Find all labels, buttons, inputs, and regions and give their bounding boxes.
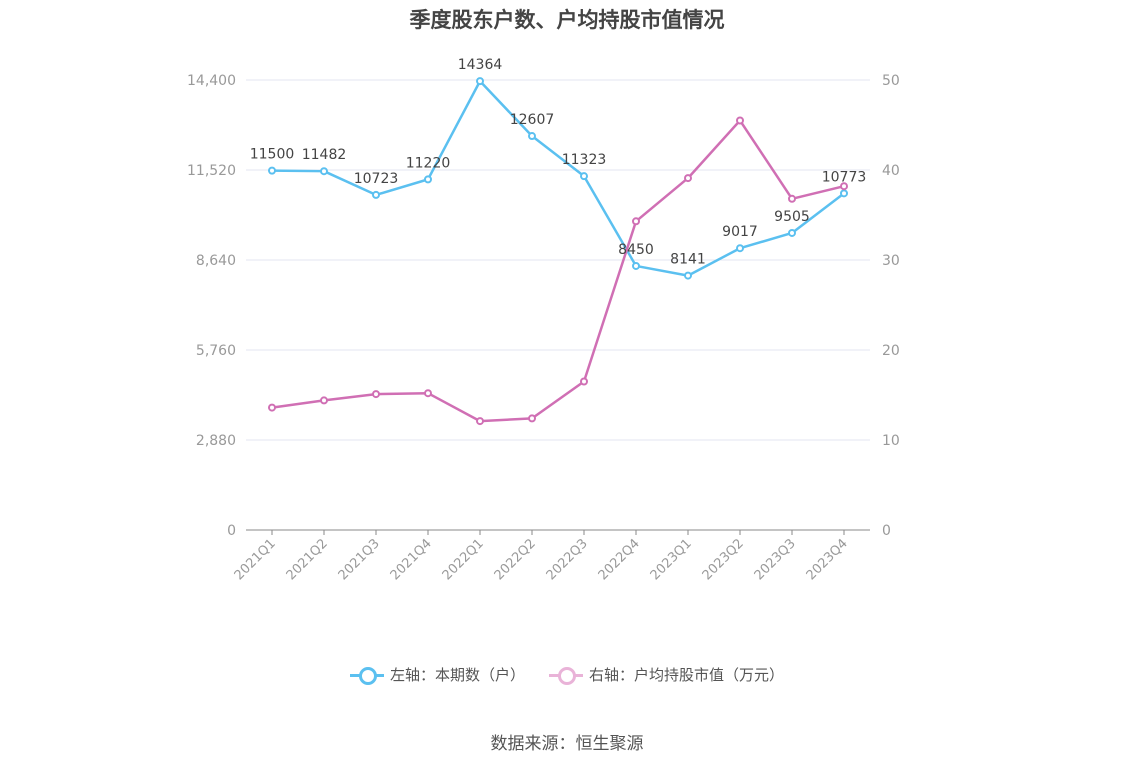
x-tick-label: 2022Q2 [492,536,539,583]
y-right-tick-label: 30 [882,253,900,269]
data-label: 9017 [722,224,758,240]
data-source: 数据来源：恒生聚源 [490,734,644,754]
data-point-right [424,389,432,398]
data-point-left [528,132,536,141]
legend-label-right-series: 右轴：户均持股市值（万元） [589,666,785,684]
data-point-left [632,261,640,270]
legend: 左轴：本期数（户） 右轴：户均持股市值（万元） [0,664,1134,685]
data-label: 10723 [354,171,399,187]
data-label: 9505 [774,209,810,225]
data-label: 10773 [822,169,867,185]
data-point-left [268,166,276,175]
data-point-right [632,217,640,226]
data-point-left [580,172,588,181]
data-point-right [684,174,692,183]
data-label: 14364 [458,57,503,73]
x-tick-label: 2023Q1 [648,536,695,583]
grid-layer [246,79,870,441]
data-label: 12607 [510,112,555,128]
data-point-left [684,271,692,280]
legend-line-circle-icon [349,666,384,685]
x-tick-label: 2021Q1 [232,536,279,583]
series-line-left [271,79,845,277]
data-point-right [268,403,276,412]
data-label: 8450 [618,242,654,258]
y-right-tick-label: 40 [882,163,900,179]
data-point-left [736,244,744,253]
y-left-tick-label: 5,760 [196,343,236,359]
data-point-right [476,417,484,426]
legend-label-left-series: 左轴：本期数（户） [389,666,525,684]
data-point-right [840,182,848,191]
legend-line-circle-icon [549,666,583,685]
x-tick-label: 2021Q2 [284,536,331,583]
data-point-left [372,190,380,199]
legend-item-right-series[interactable]: 右轴：户均持股市值（万元） [549,664,784,685]
series-line-right [271,119,845,423]
y-right-tick-label: 10 [882,433,900,449]
data-point-right [580,377,588,386]
y-left-tick-label: 14,400 [187,73,236,89]
data-point-right [788,194,796,203]
data-point-left [788,228,796,237]
y-left-tick-label: 11,520 [187,163,236,179]
x-tick-label: 2023Q3 [752,536,799,583]
data-point-right [736,116,744,125]
y-right-tick-label: 0 [882,523,891,539]
series-layer [268,77,848,426]
data-label: 11323 [562,152,607,168]
data-point-left [476,77,484,86]
y-left-tick-label: 8,640 [196,253,236,269]
x-tick-label: 2021Q3 [336,536,383,583]
x-tick-label: 2022Q4 [596,536,643,583]
x-tick-label: 2021Q4 [388,536,435,583]
legend-item-left-series[interactable]: 左轴：本期数（户） [349,664,525,685]
y-right-tick-label: 50 [882,73,900,89]
x-tick-label: 2022Q3 [544,536,591,583]
data-point-right [320,396,328,405]
data-point-left [840,189,848,198]
data-label: 8141 [670,252,706,268]
data-label: 11220 [406,155,451,171]
x-tick-label: 2023Q2 [700,536,747,583]
y-left-tick-label: 0 [227,523,236,539]
label-layer: 11500 11482 10723 11220 14364 12607 11323 8450 8… [250,57,867,267]
x-tick-label: 2023Q4 [804,536,851,583]
data-point-right [528,414,536,423]
data-label: 11482 [302,147,347,163]
y-left-tick-label: 2,880 [196,433,236,449]
chart-title: 季度股东户数、户均持股市值情况 [409,8,725,32]
data-point-left [424,175,432,184]
data-point-right [372,390,380,399]
y-right-tick-label: 20 [882,343,900,359]
x-tick-label: 2022Q1 [440,536,487,583]
data-label: 11500 [250,147,295,163]
data-point-left [320,167,328,176]
